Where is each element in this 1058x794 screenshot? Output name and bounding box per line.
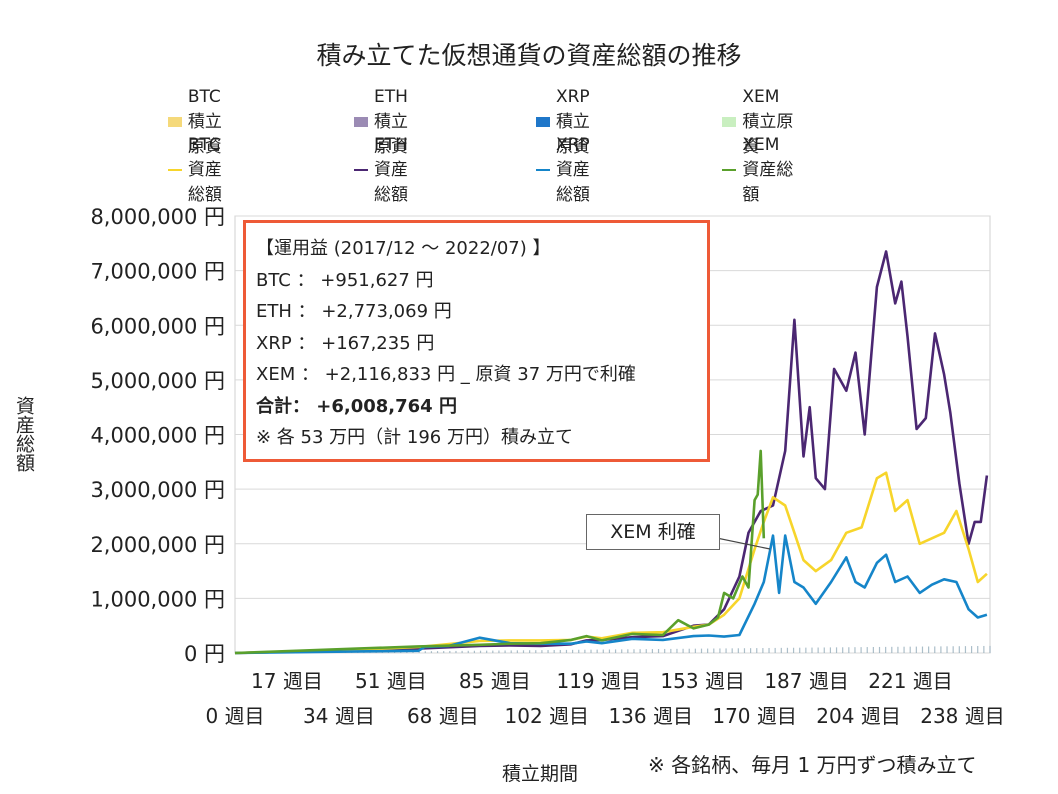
x-tick-label-lower: 68 週目 <box>407 704 479 728</box>
summary-btc: BTC ： +951,627 円 <box>256 269 434 291</box>
chart-title: 積み立てた仮想通貨の資産総額の推移 <box>316 41 742 70</box>
x-tick-label-lower: 34 週目 <box>303 704 375 728</box>
summary-xrp: XRP ： +167,235 円 <box>256 332 435 354</box>
x-tick-label-lower: 0 週目 <box>205 704 264 728</box>
y-tick-label: 5,000,000 円 <box>90 369 225 393</box>
legend-label: XEM 資産総額 <box>742 135 794 205</box>
x-tick-label-lower: 102 週目 <box>505 704 590 728</box>
y-tick-label: 8,000,000 円 <box>90 205 225 229</box>
legend-item-eth-principal: ETH 積立原資 <box>354 87 424 157</box>
summary-xem: XEM ： +2,116,833 円 _ 原資 37 万円で利確 <box>256 364 636 385</box>
legend-item-xem-principal: XEM 積立原資 <box>722 87 795 157</box>
x-tick-label-upper: 221 週目 <box>868 669 953 693</box>
legend-swatch <box>354 169 368 171</box>
y-tick-label: 4,000,000 円 <box>90 424 225 448</box>
x-tick-label-upper: 85 週目 <box>459 669 531 693</box>
summary-eth: ETH ： +2,773,069 円 <box>256 301 452 322</box>
x-tick-label-upper: 119 週目 <box>556 669 641 693</box>
legend-label: ETH 積立原資 <box>373 87 408 157</box>
legend-label: ETH 資産総額 <box>373 135 408 205</box>
legend-label: BTC 資産総額 <box>187 135 222 205</box>
legend-swatch <box>722 117 737 127</box>
x-tick-label-upper: 153 週目 <box>660 669 745 693</box>
legend-label: XEM 積立原資 <box>742 87 794 157</box>
legend-item-btc-total: BTC 資産総額 <box>168 135 237 205</box>
legend-item-btc-principal: BTC 積立原資 <box>168 87 237 157</box>
x-tick-label-lower: 238 週目 <box>920 704 1005 728</box>
x-tick-label-upper: 187 週目 <box>764 669 849 693</box>
series-line-xrp <box>234 534 988 655</box>
legend-swatch <box>168 117 182 127</box>
x-tick-label-lower: 204 週目 <box>816 704 901 728</box>
x-tick-label-upper: 51 週目 <box>355 669 427 693</box>
legend-item-xem-total: XEM 資産総額 <box>722 135 795 205</box>
y-tick-label: 2,000,000 円 <box>90 533 225 557</box>
summary-header: 【運用益 (2017/12 ～ 2022/07) 】 <box>256 238 551 259</box>
summary-total: 合計： +6,008,764 円 <box>256 395 457 417</box>
legend-swatch <box>536 169 550 171</box>
legend-swatch <box>354 117 368 127</box>
legend-label: XRP 積立原資 <box>555 87 590 157</box>
legend-label: BTC 積立原資 <box>187 87 222 157</box>
profit-summary-box: 【運用益 (2017/12 ～ 2022/07) 】 BTC ： +951,62… <box>243 220 710 462</box>
y-tick-label: 0 円 <box>184 642 225 666</box>
y-tick-label: 7,000,000 円 <box>90 260 225 284</box>
summary-note: ※ 各 53 万円（計 196 万円）積み立て <box>256 427 573 448</box>
y-tick-label: 3,000,000 円 <box>90 478 225 502</box>
x-tick-label-lower: 170 週目 <box>712 704 797 728</box>
x-tick-label-lower: 136 週目 <box>608 704 693 728</box>
x-tick-label-upper: 17 週目 <box>251 669 323 693</box>
x-axis-title: 積立期間 <box>502 763 579 785</box>
legend-swatch <box>536 117 550 127</box>
legend-label: XRP 資産総額 <box>555 135 590 205</box>
legend-item-xrp-total: XRP 資産総額 <box>536 135 606 205</box>
series-line-xem <box>234 449 766 655</box>
legend-item-eth-total: ETH 資産総額 <box>354 135 424 205</box>
series-line-btc <box>234 471 988 655</box>
y-tick-label: 1,000,000 円 <box>90 587 225 611</box>
y-tick-label: 6,000,000 円 <box>90 314 225 338</box>
legend-item-xrp-principal: XRP 積立原資 <box>536 87 606 157</box>
xem-profit-callout: XEM 利確 <box>586 514 720 550</box>
legend-swatch <box>168 169 182 171</box>
legend-swatch <box>722 169 737 171</box>
y-axis-title: 資産総額 <box>13 396 35 472</box>
footnote: ※ 各銘柄、毎月 1 万円ずつ積み立て <box>648 753 977 777</box>
